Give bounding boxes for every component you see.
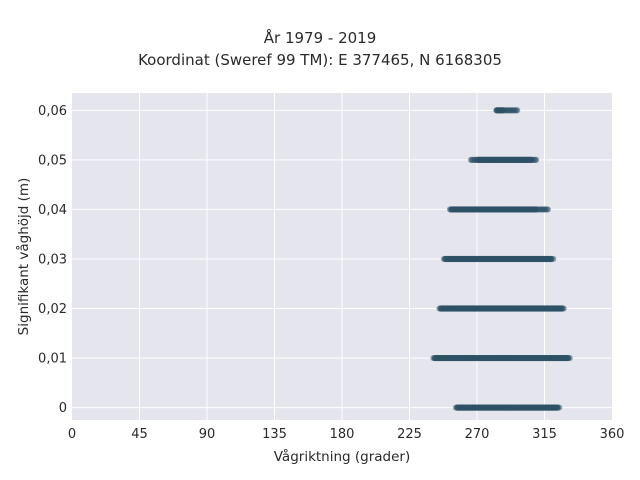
x-tick-label: 0 — [68, 427, 76, 442]
x-tick-label: 360 — [600, 427, 625, 442]
data-point — [566, 354, 573, 362]
y-tick-label: 0,06 — [38, 104, 67, 119]
data-point — [431, 354, 438, 362]
point-row — [493, 107, 521, 114]
point-row — [436, 305, 567, 312]
x-tick-label: 45 — [131, 427, 148, 442]
data-point — [448, 206, 455, 213]
x-tick-label: 180 — [330, 427, 355, 442]
data-point — [550, 255, 557, 263]
data-points — [430, 107, 573, 411]
chart-title-line1: År 1979 - 2019 — [263, 29, 377, 47]
data-point — [442, 255, 449, 263]
y-tick-label: 0,02 — [38, 302, 67, 317]
point-row — [440, 255, 557, 263]
y-axis-label: Signifikant våghöjd (m) — [15, 178, 32, 336]
point-row — [452, 404, 563, 411]
x-axis-label: Vågriktning (grader) — [274, 448, 411, 465]
data-point — [437, 305, 444, 312]
data-point — [533, 156, 540, 163]
y-tick-label: 0 — [59, 401, 67, 416]
x-tick-label: 270 — [465, 427, 490, 442]
x-tick-label: 225 — [397, 427, 422, 442]
data-point — [472, 156, 479, 163]
data-point — [454, 404, 461, 411]
data-point — [544, 206, 551, 213]
point-row — [467, 156, 540, 163]
data-point — [556, 404, 563, 411]
x-tick-label: 315 — [532, 427, 557, 442]
point-row — [446, 206, 551, 213]
x-axis-ticks: 0 45 90 135 180 225 270 315 360 — [68, 427, 625, 442]
y-tick-label: 0,05 — [38, 153, 67, 168]
x-tick-label: 135 — [262, 427, 287, 442]
data-point — [514, 107, 521, 114]
y-axis-ticks: 0 0,01 0,02 0,03 0,04 0,05 0,06 — [38, 104, 67, 416]
data-point — [560, 305, 567, 312]
y-tick-label: 0,03 — [38, 252, 67, 267]
x-tick-label: 90 — [199, 427, 216, 442]
chart-title-line2: Koordinat (Sweref 99 TM): E 377465, N 61… — [138, 51, 502, 69]
point-row — [430, 354, 573, 362]
y-tick-label: 0,01 — [38, 352, 67, 367]
y-tick-label: 0,04 — [38, 203, 67, 218]
